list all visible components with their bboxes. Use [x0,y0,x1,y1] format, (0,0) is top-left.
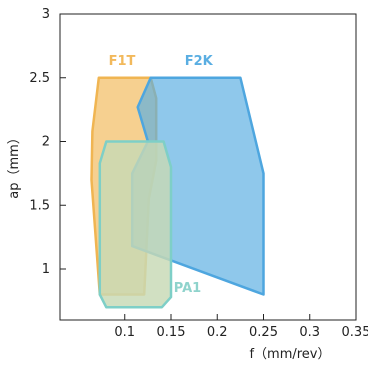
axis-layer: 0.1 0.15 0.2 0.25 0.3 0.35 1 1.5 2 2.5 3 [29,7,368,340]
x-tick-label: 0.35 [342,325,368,340]
x-tick-label: 0.25 [249,325,278,340]
y-tick-label: 2 [42,135,50,150]
series-area-pa1 [98,140,173,309]
series-label-pa1: PA1 [174,281,201,296]
y-tick-label: 3 [42,7,50,22]
x-tick-label: 0.15 [157,325,186,340]
y-tick-label: 2.5 [29,71,50,86]
plot-frame [59,13,357,321]
x-axis-title: f（mm/rev） [249,347,330,362]
series-label-f1t: F1T [109,54,136,69]
x-tick-label: 0.1 [114,325,135,340]
series-layer: F1T F2K PA1 [90,54,265,309]
y-tick-label: 1 [42,262,50,277]
x-tick-label: 0.3 [299,325,320,340]
series-label-f2k: F2K [185,54,214,69]
y-tick-label: 1.5 [29,198,50,213]
x-tick-label: 0.2 [207,325,228,340]
y-axis-title: ap（mm） [7,131,22,199]
